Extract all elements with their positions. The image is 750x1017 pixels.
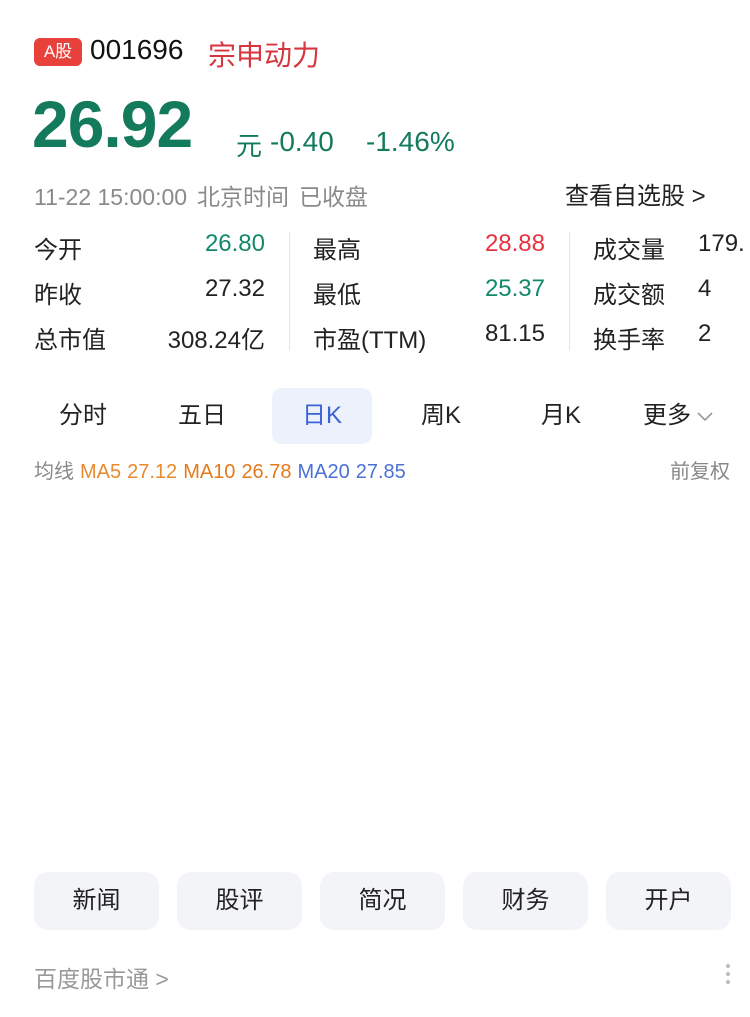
ma-name: MA10 <box>183 461 236 483</box>
stat-label: 换手率 <box>593 327 665 354</box>
nav-button[interactable]: 财务 <box>463 872 588 930</box>
stat-label: 总市值 <box>34 327 106 354</box>
nav-button[interactable]: 开户 <box>606 872 731 930</box>
period-tab[interactable]: 五日 <box>178 402 226 429</box>
stat-label: 成交额 <box>593 282 665 309</box>
stat-label: 成交量 <box>593 237 665 264</box>
stat-value: 4 <box>698 275 712 302</box>
adjust-mode[interactable]: 前复权 <box>670 461 730 483</box>
stat-value: 308.24亿 <box>167 327 265 354</box>
nav-button[interactable]: 股评 <box>177 872 302 930</box>
market-badge: A股 <box>34 38 82 66</box>
stat-label: 最低 <box>313 282 361 309</box>
nav-button[interactable]: 简况 <box>320 872 445 930</box>
price-unit: 元 <box>236 131 263 161</box>
stat-label: 最高 <box>313 237 361 264</box>
stat-value: 179. <box>698 230 745 257</box>
divider <box>289 232 290 350</box>
more-dot[interactable] <box>726 972 730 976</box>
stat-value: 25.37 <box>484 275 545 302</box>
period-tab[interactable]: 月K <box>540 402 581 429</box>
stat-value: 28.88 <box>484 230 545 257</box>
ma-name: MA20 <box>297 461 350 483</box>
watchlist-link[interactable]: 查看自选股 > <box>565 183 706 210</box>
ma-value: 26.78 <box>241 461 292 483</box>
stat-value: 81.15 <box>484 320 545 347</box>
more-dot[interactable] <box>726 964 730 968</box>
footer-link[interactable]: 百度股市通 > <box>34 966 169 992</box>
period-tab[interactable]: 分时 <box>59 402 107 429</box>
kline-chart <box>0 490 750 850</box>
ma-name: MA5 <box>80 461 122 483</box>
stock-code: 001696 <box>90 34 184 65</box>
ma-legend: 均线 MA5 27.12 MA10 26.78 MA20 27.85 <box>34 455 412 484</box>
stat-label: 今开 <box>34 237 82 264</box>
stat-value: 26.80 <box>204 230 265 257</box>
stat-label: 市盈(TTM) <box>313 327 427 354</box>
nav-button[interactable]: 新闻 <box>34 872 159 930</box>
ma-label: 均线 <box>34 461 74 483</box>
stock-name: 宗申动力 <box>208 40 321 71</box>
period-tab[interactable]: 日K <box>272 388 372 444</box>
more-dot[interactable] <box>726 980 730 984</box>
timezone: 北京时间 <box>197 184 290 210</box>
stat-value: 2 <box>698 320 712 347</box>
divider <box>569 232 570 350</box>
chevron: 35.3323.3111.292024-102024-1135.3311.29 <box>697 412 750 721</box>
ma-value: 27.85 <box>355 461 406 483</box>
market-status: 已收盘 <box>299 184 369 210</box>
stat-value: 27.32 <box>204 275 265 302</box>
quote-time: 11-22 15:00:00 北京时间 已收盘 <box>34 178 378 212</box>
period-tab[interactable]: 周K <box>420 402 461 429</box>
stat-label: 昨收 <box>34 282 82 309</box>
price-change: -0.40 <box>270 126 334 157</box>
period-tab[interactable]: 更多35.3323.3111.292024-102024-1135.3311.2… <box>628 388 750 721</box>
price: 26.92 <box>32 87 193 161</box>
date-time: 11-22 15:00:00 <box>34 184 188 210</box>
ma-value: 27.12 <box>127 461 178 483</box>
price-change-pct: -1.46% <box>366 126 455 157</box>
